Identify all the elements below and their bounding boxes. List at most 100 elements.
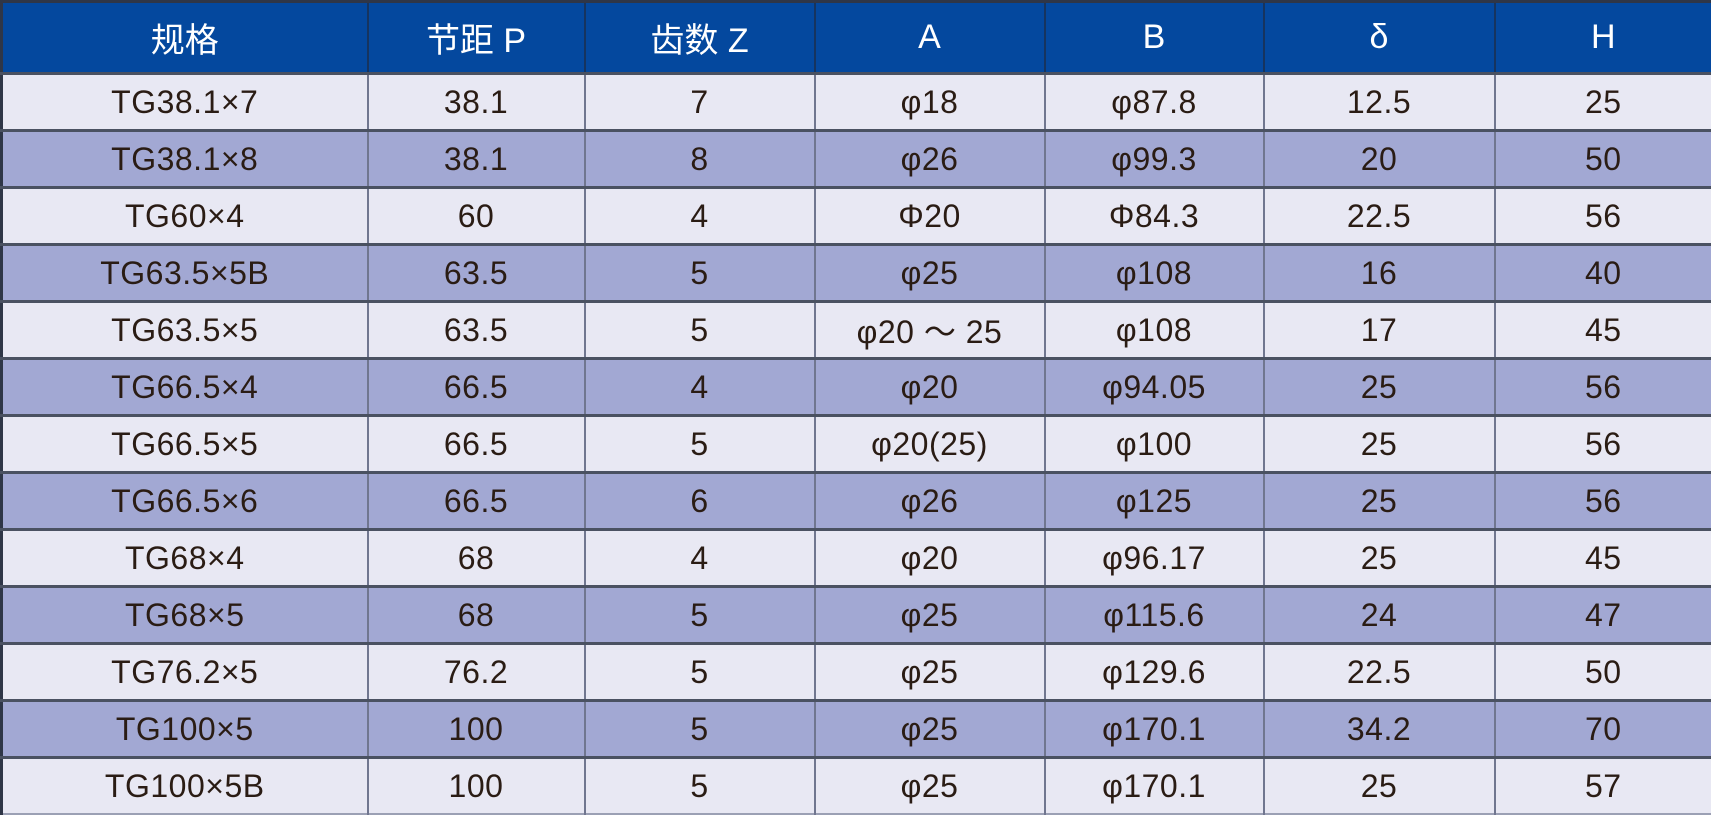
value-cell: φ25 [815, 587, 1045, 644]
value-cell: 70 [1495, 701, 1711, 758]
spec-cell: TG60×4 [2, 188, 368, 245]
value-cell: φ129.6 [1045, 644, 1264, 701]
value-cell: 7 [585, 74, 815, 131]
value-cell: φ25 [815, 644, 1045, 701]
value-cell: 56 [1495, 473, 1711, 530]
value-cell: φ115.6 [1045, 587, 1264, 644]
value-cell: 68 [368, 587, 585, 644]
spec-cell: TG100×5 [2, 701, 368, 758]
value-cell: φ99.3 [1045, 131, 1264, 188]
spec-cell: TG66.5×4 [2, 359, 368, 416]
value-cell: 45 [1495, 302, 1711, 359]
value-cell: 66.5 [368, 416, 585, 473]
value-cell: φ170.1 [1045, 701, 1264, 758]
value-cell: 25 [1264, 359, 1495, 416]
spec-cell: TG63.5×5B [2, 245, 368, 302]
spec-cell: TG100×5B [2, 758, 368, 815]
value-cell: φ26 [815, 473, 1045, 530]
value-cell: 38.1 [368, 74, 585, 131]
value-cell: 20 [1264, 131, 1495, 188]
value-cell: 5 [585, 302, 815, 359]
spec-cell: TG63.5×5 [2, 302, 368, 359]
value-cell: 5 [585, 701, 815, 758]
value-cell: 17 [1264, 302, 1495, 359]
value-cell: 4 [585, 359, 815, 416]
value-cell: 22.5 [1264, 188, 1495, 245]
value-cell: φ20 ～ 25 [815, 302, 1045, 359]
value-cell: 56 [1495, 359, 1711, 416]
value-cell: φ96.17 [1045, 530, 1264, 587]
value-cell: 100 [368, 701, 585, 758]
value-cell: 8 [585, 131, 815, 188]
value-cell: φ125 [1045, 473, 1264, 530]
value-cell: 5 [585, 644, 815, 701]
value-cell: 25 [1264, 416, 1495, 473]
value-cell: 57 [1495, 758, 1711, 815]
value-cell: 5 [585, 245, 815, 302]
value-cell: 24 [1264, 587, 1495, 644]
header-cell-5: δ [1264, 2, 1495, 74]
value-cell: φ20 [815, 530, 1045, 587]
value-cell: 5 [585, 758, 815, 815]
value-cell: φ26 [815, 131, 1045, 188]
value-cell: φ87.8 [1045, 74, 1264, 131]
value-cell: 50 [1495, 644, 1711, 701]
header-cell-6: H [1495, 2, 1711, 74]
value-cell: 76.2 [368, 644, 585, 701]
spec-cell: TG68×4 [2, 530, 368, 587]
value-cell: φ94.05 [1045, 359, 1264, 416]
value-cell: φ25 [815, 758, 1045, 815]
value-cell: 68 [368, 530, 585, 587]
spec-cell: TG66.5×6 [2, 473, 368, 530]
value-cell: 25 [1264, 530, 1495, 587]
spec-cell: TG38.1×7 [2, 74, 368, 131]
value-cell: 6 [585, 473, 815, 530]
value-cell: φ25 [815, 701, 1045, 758]
value-cell: 56 [1495, 416, 1711, 473]
value-cell: 12.5 [1264, 74, 1495, 131]
value-cell: φ100 [1045, 416, 1264, 473]
value-cell: 63.5 [368, 245, 585, 302]
header-cell-2: 齿数 Z [585, 2, 815, 74]
header-cell-4: B [1045, 2, 1264, 74]
value-cell: Φ20 [815, 188, 1045, 245]
value-cell: 63.5 [368, 302, 585, 359]
value-cell: 60 [368, 188, 585, 245]
header-cell-3: A [815, 2, 1045, 74]
value-cell: φ20(25) [815, 416, 1045, 473]
value-cell: 56 [1495, 188, 1711, 245]
value-cell: 25 [1495, 74, 1711, 131]
spec-cell: TG76.2×5 [2, 644, 368, 701]
value-cell: 22.5 [1264, 644, 1495, 701]
value-cell: φ20 [815, 359, 1045, 416]
spec-cell: TG68×5 [2, 587, 368, 644]
value-cell: 5 [585, 587, 815, 644]
spec-cell: TG66.5×5 [2, 416, 368, 473]
value-cell: 5 [585, 416, 815, 473]
value-cell: 16 [1264, 245, 1495, 302]
value-cell: φ25 [815, 245, 1045, 302]
value-cell: 50 [1495, 131, 1711, 188]
value-cell: 4 [585, 188, 815, 245]
value-cell: 4 [585, 530, 815, 587]
value-cell: 38.1 [368, 131, 585, 188]
header-cell-1: 节距 P [368, 2, 585, 74]
value-cell: 40 [1495, 245, 1711, 302]
spec-cell: TG38.1×8 [2, 131, 368, 188]
value-cell: 25 [1264, 473, 1495, 530]
header-cell-0: 规格 [2, 2, 368, 74]
